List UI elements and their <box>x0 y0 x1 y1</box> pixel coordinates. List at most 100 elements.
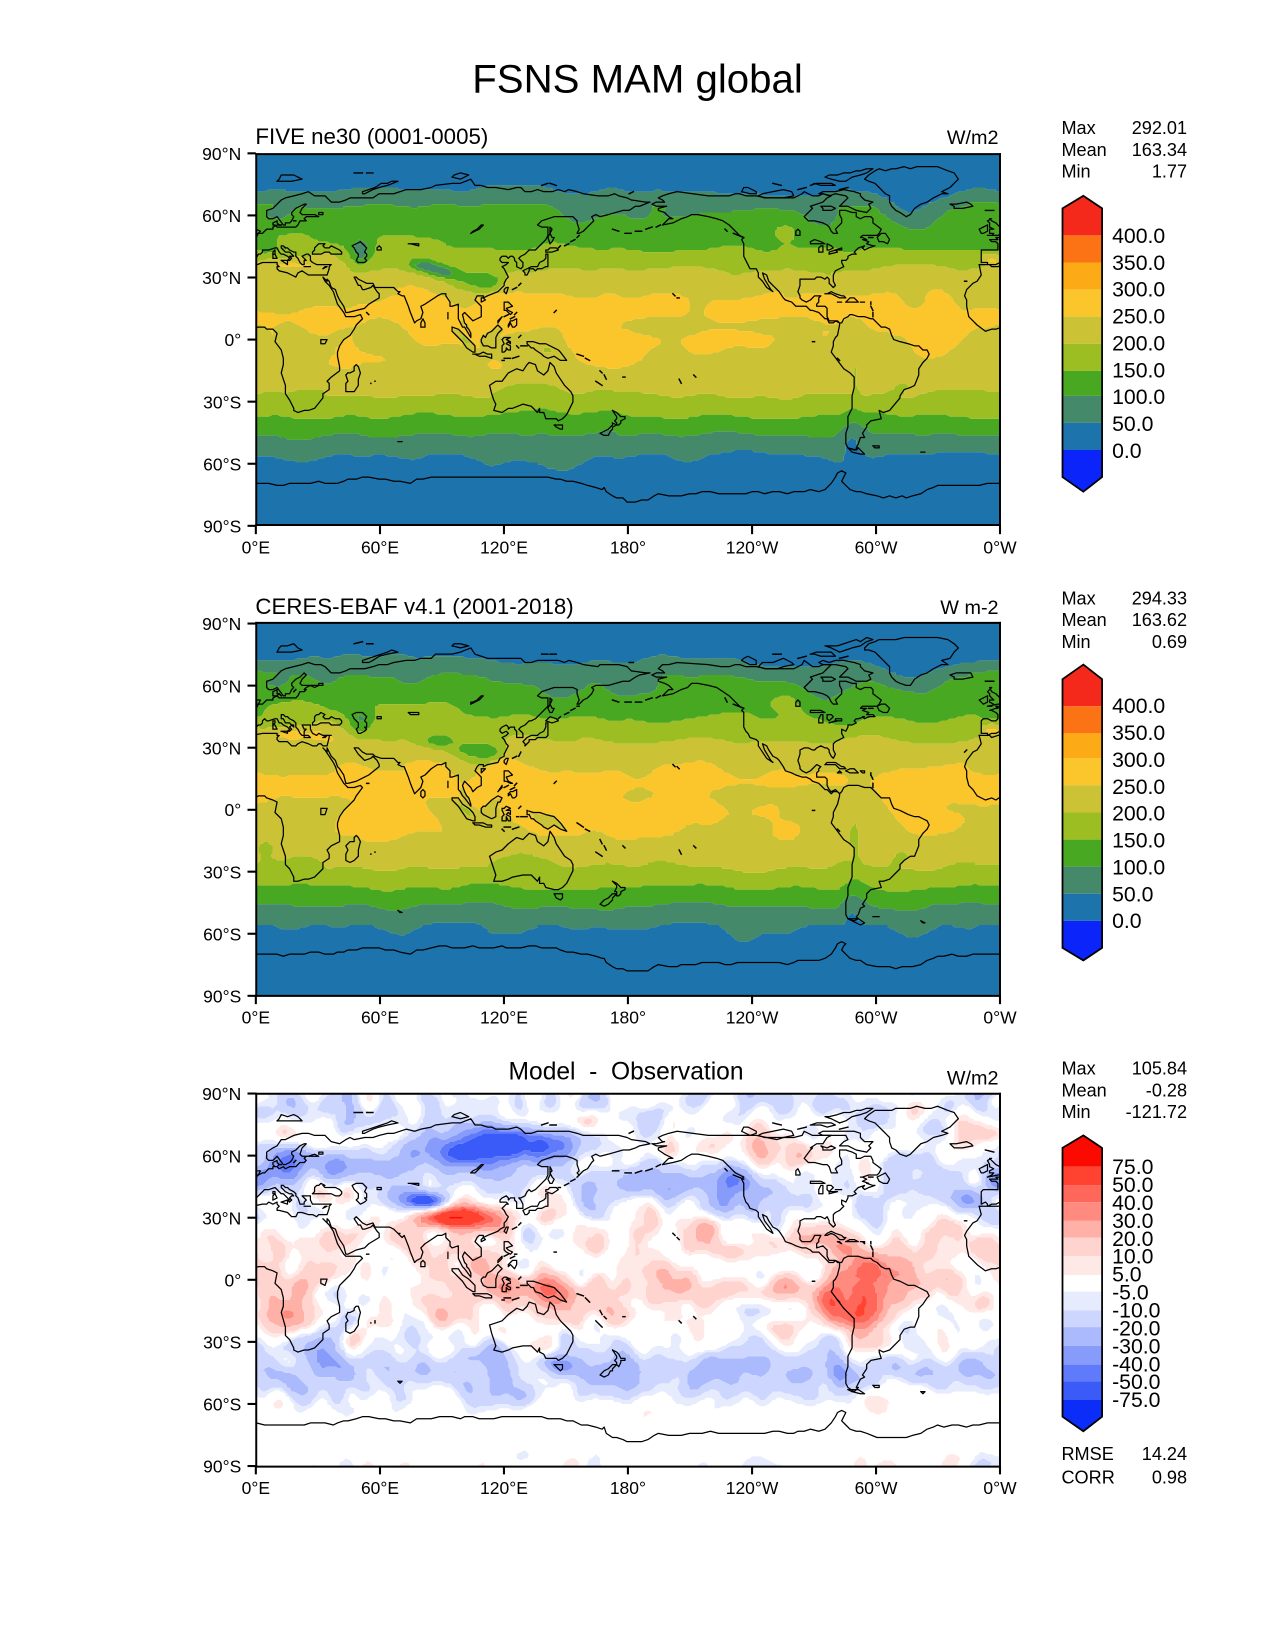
svg-text:FSNS MAM global: FSNS MAM global <box>472 56 803 101</box>
svg-text:20.0: 20.0 <box>1112 1227 1153 1251</box>
svg-text:300.0: 300.0 <box>1112 748 1165 772</box>
svg-text:90°S: 90°S <box>203 987 241 1007</box>
svg-text:163.62: 163.62 <box>1132 610 1187 630</box>
svg-text:60°E: 60°E <box>361 1008 399 1028</box>
svg-text:Model - Observation: Model - Observation <box>509 1059 744 1086</box>
svg-text:30°N: 30°N <box>202 268 241 288</box>
svg-text:-50.0: -50.0 <box>1112 1370 1160 1394</box>
svg-text:30°N: 30°N <box>202 738 241 758</box>
svg-text:60°E: 60°E <box>361 1478 399 1498</box>
svg-text:-5.0: -5.0 <box>1112 1281 1149 1305</box>
svg-text:150.0: 150.0 <box>1112 829 1165 853</box>
svg-text:120°E: 120°E <box>480 538 528 558</box>
svg-text:0°: 0° <box>225 1270 242 1290</box>
svg-text:-10.0: -10.0 <box>1112 1299 1160 1323</box>
svg-text:180°: 180° <box>610 1008 646 1028</box>
svg-text:Mean: Mean <box>1061 1080 1106 1100</box>
svg-text:FIVE ne30 (0001-0005): FIVE ne30 (0001-0005) <box>255 124 488 149</box>
svg-text:30°S: 30°S <box>203 862 241 882</box>
svg-text:60°E: 60°E <box>361 538 399 558</box>
svg-text:0°W: 0°W <box>983 538 1017 558</box>
svg-text:30.0: 30.0 <box>1112 1209 1153 1233</box>
svg-text:90°N: 90°N <box>202 144 241 164</box>
svg-text:200.0: 200.0 <box>1112 802 1165 826</box>
svg-text:14.24: 14.24 <box>1142 1444 1187 1464</box>
svg-text:105.84: 105.84 <box>1132 1058 1187 1078</box>
svg-text:60°S: 60°S <box>203 924 241 944</box>
svg-text:90°S: 90°S <box>203 1457 241 1477</box>
svg-text:100.0: 100.0 <box>1112 385 1165 409</box>
svg-text:0°: 0° <box>225 330 242 350</box>
svg-text:0°: 0° <box>225 800 242 820</box>
svg-text:400.0: 400.0 <box>1112 224 1165 248</box>
svg-text:-121.72: -121.72 <box>1126 1102 1187 1122</box>
svg-text:120°E: 120°E <box>480 1478 528 1498</box>
svg-text:60°W: 60°W <box>855 1008 898 1028</box>
svg-text:0.98: 0.98 <box>1152 1468 1187 1488</box>
svg-text:294.33: 294.33 <box>1132 588 1187 608</box>
svg-text:0.0: 0.0 <box>1112 439 1142 463</box>
svg-text:Min: Min <box>1061 632 1090 652</box>
svg-text:CORR: CORR <box>1061 1468 1114 1488</box>
svg-text:0°E: 0°E <box>242 1478 270 1498</box>
svg-text:1.77: 1.77 <box>1152 162 1187 182</box>
svg-text:-0.28: -0.28 <box>1146 1080 1187 1100</box>
svg-text:50.0: 50.0 <box>1112 1173 1153 1197</box>
svg-text:Max: Max <box>1061 588 1095 608</box>
svg-text:W/m2: W/m2 <box>947 127 999 149</box>
svg-text:150.0: 150.0 <box>1112 358 1165 382</box>
svg-text:90°S: 90°S <box>203 517 241 537</box>
svg-text:250.0: 250.0 <box>1112 305 1165 329</box>
svg-text:W m-2: W m-2 <box>940 597 998 619</box>
svg-text:60°N: 60°N <box>202 676 241 696</box>
svg-text:0°E: 0°E <box>242 538 270 558</box>
svg-text:90°N: 90°N <box>202 1084 241 1104</box>
svg-text:350.0: 350.0 <box>1112 251 1165 275</box>
svg-text:Mean: Mean <box>1061 610 1106 630</box>
svg-text:90°N: 90°N <box>202 614 241 634</box>
svg-text:30°N: 30°N <box>202 1208 241 1228</box>
svg-text:-20.0: -20.0 <box>1112 1316 1160 1340</box>
svg-text:Max: Max <box>1061 118 1095 138</box>
svg-text:Mean: Mean <box>1061 140 1106 160</box>
svg-text:292.01: 292.01 <box>1132 118 1187 138</box>
svg-text:120°W: 120°W <box>726 538 779 558</box>
svg-text:-75.0: -75.0 <box>1112 1388 1160 1412</box>
svg-text:50.0: 50.0 <box>1112 882 1153 906</box>
svg-text:W/m2: W/m2 <box>947 1067 999 1089</box>
svg-text:180°: 180° <box>610 538 646 558</box>
svg-text:120°W: 120°W <box>726 1008 779 1028</box>
svg-text:300.0: 300.0 <box>1112 278 1165 302</box>
svg-text:10.0: 10.0 <box>1112 1245 1153 1269</box>
svg-text:Min: Min <box>1061 162 1090 182</box>
svg-text:200.0: 200.0 <box>1112 331 1165 355</box>
svg-text:60°S: 60°S <box>203 454 241 474</box>
svg-text:60°W: 60°W <box>855 1478 898 1498</box>
svg-text:0°W: 0°W <box>983 1008 1017 1028</box>
svg-text:5.0: 5.0 <box>1112 1263 1142 1287</box>
svg-text:30°S: 30°S <box>203 392 241 412</box>
svg-text:0°W: 0°W <box>983 1478 1017 1498</box>
svg-text:40.0: 40.0 <box>1112 1191 1153 1215</box>
svg-text:60°N: 60°N <box>202 1146 241 1166</box>
svg-text:350.0: 350.0 <box>1112 721 1165 745</box>
svg-text:Min: Min <box>1061 1102 1090 1122</box>
svg-text:180°: 180° <box>610 1478 646 1498</box>
svg-text:400.0: 400.0 <box>1112 694 1165 718</box>
svg-text:0°E: 0°E <box>242 1008 270 1028</box>
svg-text:120°W: 120°W <box>726 1478 779 1498</box>
svg-text:60°W: 60°W <box>855 538 898 558</box>
svg-text:100.0: 100.0 <box>1112 855 1165 879</box>
svg-text:50.0: 50.0 <box>1112 412 1153 436</box>
svg-text:250.0: 250.0 <box>1112 775 1165 799</box>
svg-text:-40.0: -40.0 <box>1112 1352 1160 1376</box>
svg-text:RMSE: RMSE <box>1061 1444 1113 1464</box>
svg-text:163.34: 163.34 <box>1132 140 1187 160</box>
svg-text:120°E: 120°E <box>480 1008 528 1028</box>
svg-text:30°S: 30°S <box>203 1333 241 1353</box>
svg-text:-30.0: -30.0 <box>1112 1334 1160 1358</box>
svg-text:75.0: 75.0 <box>1112 1155 1153 1179</box>
svg-text:0.69: 0.69 <box>1152 632 1187 652</box>
svg-text:0.0: 0.0 <box>1112 909 1142 933</box>
svg-text:60°N: 60°N <box>202 206 241 226</box>
